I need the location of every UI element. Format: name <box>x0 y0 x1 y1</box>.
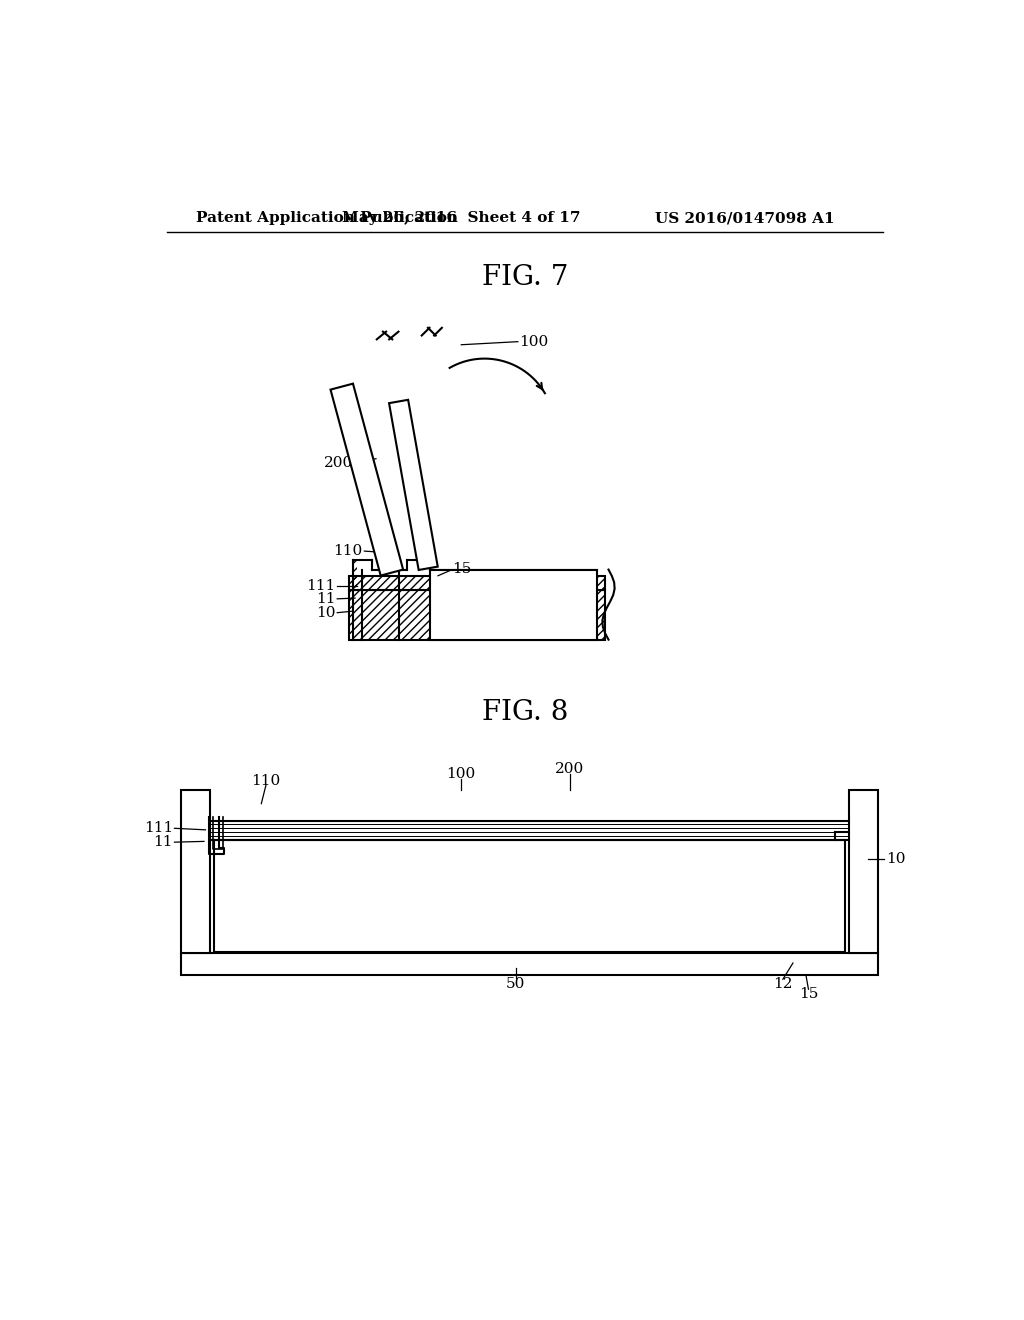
Text: 110: 110 <box>251 774 281 788</box>
Bar <box>849 789 879 953</box>
Text: 15: 15 <box>799 987 818 1001</box>
Bar <box>180 789 210 953</box>
Text: 111: 111 <box>143 821 173 836</box>
Text: 50: 50 <box>506 977 525 991</box>
Text: 12: 12 <box>773 977 793 991</box>
Text: 111: 111 <box>306 578 336 593</box>
Bar <box>430 570 597 640</box>
Text: 110: 110 <box>334 544 362 558</box>
Text: 100: 100 <box>446 767 476 781</box>
Text: 15: 15 <box>452 562 471 576</box>
Bar <box>849 789 879 953</box>
Text: 11: 11 <box>154 836 173 849</box>
Text: May 26, 2016  Sheet 4 of 17: May 26, 2016 Sheet 4 of 17 <box>342 211 581 226</box>
Bar <box>180 953 879 974</box>
Text: 100: 100 <box>519 335 549 348</box>
Text: 10: 10 <box>886 853 905 866</box>
FancyBboxPatch shape <box>349 590 604 640</box>
Bar <box>214 840 845 952</box>
Bar <box>180 953 879 974</box>
Text: 11: 11 <box>316 591 336 606</box>
Bar <box>389 400 437 570</box>
Text: FIG. 8: FIG. 8 <box>481 700 568 726</box>
Bar <box>349 590 604 640</box>
Text: 200: 200 <box>324 455 352 470</box>
Text: US 2016/0147098 A1: US 2016/0147098 A1 <box>655 211 835 226</box>
Bar <box>352 560 356 590</box>
Text: 200: 200 <box>555 762 585 776</box>
Text: 10: 10 <box>316 606 336 619</box>
Bar <box>349 576 604 590</box>
Bar <box>349 576 604 590</box>
Text: Patent Application Publication: Patent Application Publication <box>197 211 458 226</box>
Bar <box>180 789 210 953</box>
Text: FIG. 7: FIG. 7 <box>481 264 568 292</box>
Bar <box>331 384 403 576</box>
